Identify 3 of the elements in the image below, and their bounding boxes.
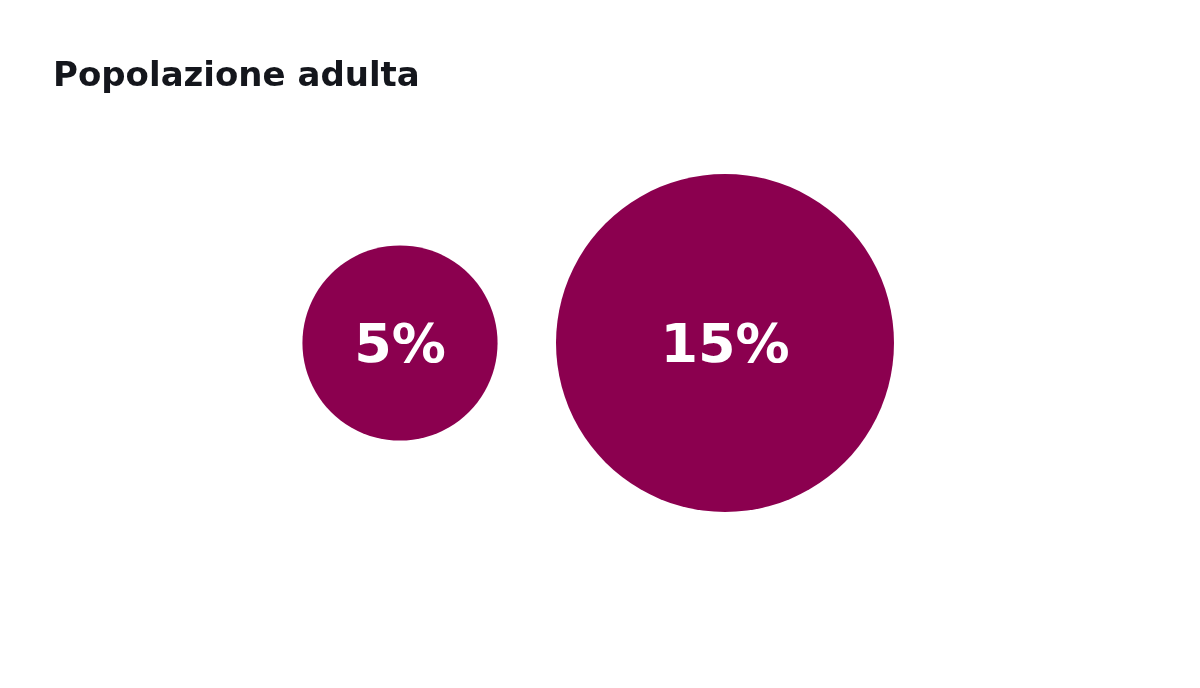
text: Popolazione adulta	[53, 54, 420, 94]
data-label: 5%	[354, 311, 446, 375]
data-label: 15%	[660, 311, 790, 375]
